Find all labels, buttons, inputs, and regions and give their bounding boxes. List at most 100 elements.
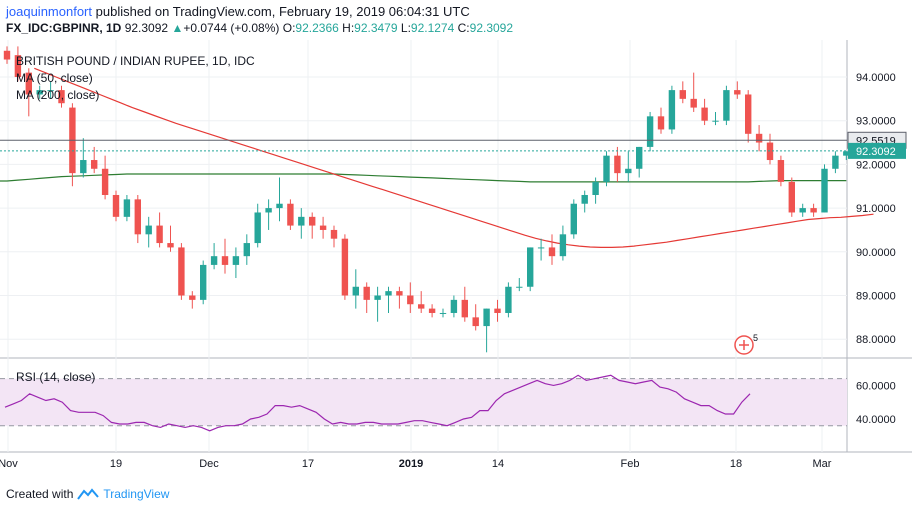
candle [472,304,479,331]
time-tick-label: Dec [199,458,219,470]
candle-body [123,199,131,217]
candle [167,225,174,252]
candle [91,146,98,174]
low-label: L: [400,21,411,35]
candle [657,107,665,134]
candle [145,216,152,248]
event-marker-icon[interactable]: 5 [734,333,758,355]
candle [548,234,556,265]
candle-body [690,98,697,108]
candle-body [178,247,185,296]
open-label: O: [282,21,296,35]
candle-body [265,208,272,213]
candle-body [646,116,654,147]
rsi-title: RSI (14, close) [16,370,95,384]
price-change: +0.0744 (+0.08%) [183,21,280,35]
candle-body [843,151,850,156]
candle [363,282,370,313]
candle [352,269,359,309]
candle [505,282,512,318]
candle [636,146,643,178]
candle-body [614,155,621,174]
candle [134,194,141,244]
candle-body [450,299,458,313]
symbol-header: FX_IDC:GBPINR, 1D 92.3092 ▲+0.0744 (+0.0… [6,21,513,36]
rsi-tick-label: 40.0000 [856,414,896,426]
candle-body [679,90,686,99]
candle-body [755,133,763,143]
candle-body [777,160,785,182]
candle [712,111,719,126]
candle [516,278,523,292]
price-tick-label: 92.0000 [856,159,896,171]
candle-body [570,203,577,235]
candle [527,247,534,292]
low-value: 92.1274 [410,21,455,35]
legend-ma200: MA (200, close) [16,88,99,102]
created-with-label: Created with [6,487,74,501]
candle [592,177,599,204]
candle-body [428,308,436,313]
candle [755,125,763,152]
candle-body [243,243,250,257]
candle-body [80,160,87,174]
candle [341,234,349,300]
time-tick-label: Feb [621,458,640,470]
tradingview-logo-icon [77,488,100,500]
candle-body [483,308,490,327]
candle [374,286,381,322]
candle-body [788,181,795,213]
candle [646,111,654,152]
candle-body [559,234,567,257]
candle [810,203,817,217]
candle-body [494,308,501,313]
candle-body [472,317,479,327]
candle [723,85,730,126]
candle-body [636,146,643,169]
candle [156,212,163,248]
candle-body [210,256,218,265]
candle-body [319,225,327,230]
price-tick-label: 94.0000 [856,72,896,84]
candle [123,194,131,222]
candle-body [341,238,349,296]
rsi-pane [0,374,847,432]
candle [221,238,229,274]
candle-body [810,208,817,213]
candle [178,243,185,300]
candle-body [14,55,22,77]
candle [210,243,218,270]
close-label: C: [457,21,470,35]
candle-body [603,155,610,182]
candle [559,225,567,261]
candle [101,155,109,200]
candle-body [701,107,708,121]
candle-body [156,225,163,244]
time-tick-label: 14 [492,458,504,470]
candle [450,295,458,318]
candle-body [254,212,261,244]
candle [243,234,250,265]
candle [232,247,240,279]
candle-body [221,256,229,265]
candle [287,199,294,230]
rsi-line [4,374,751,432]
candle [418,291,425,313]
candle [80,138,87,178]
tradingview-link[interactable]: TradingView [103,487,170,501]
high-label: H: [342,21,355,35]
ma200-line [34,67,874,248]
candle [428,304,436,318]
candle [439,308,447,318]
candle-body [745,94,752,134]
candle [36,85,43,99]
candle-body [592,181,599,195]
candle-body [58,90,65,104]
candle-body [734,90,741,95]
candle-body [657,116,665,130]
price-tick-label: 90.0000 [856,247,896,259]
author-link[interactable]: joaquinmonfort [6,4,92,19]
candle [189,291,196,309]
candle [581,190,588,213]
